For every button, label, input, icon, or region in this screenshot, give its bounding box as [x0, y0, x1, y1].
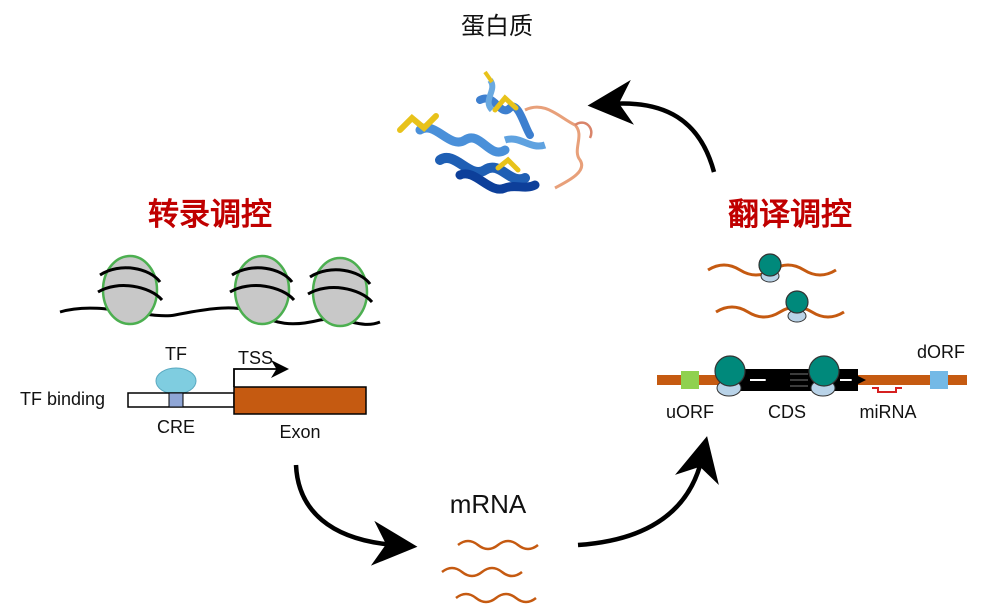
tss-label: TSS	[238, 348, 273, 368]
dorf-box	[930, 371, 948, 389]
translating-mrnas	[707, 253, 845, 323]
mrna-features: dORF uORF CDS miRNA	[657, 342, 967, 422]
tf-label: TF	[165, 344, 187, 364]
gene-structure: TF TSS TF binding CRE Exon	[20, 344, 367, 442]
tf-binding-label: TF binding	[20, 389, 105, 409]
uorf-box	[681, 371, 699, 389]
nucleosome	[97, 254, 164, 326]
exon-box	[233, 386, 367, 415]
dorf-label: dORF	[917, 342, 965, 362]
exon-label: Exon	[279, 422, 320, 442]
cds-label: CDS	[768, 402, 806, 422]
arrow-translation-to-protein	[587, 79, 717, 173]
arrow-transcription-to-mrna	[293, 464, 418, 566]
arrow-mrna-to-translation	[577, 436, 719, 548]
uorf-label: uORF	[666, 402, 714, 422]
transcription-regulation-title: 转录调控	[148, 197, 272, 233]
protein-label: 蛋白质	[461, 12, 533, 40]
ribosome	[714, 355, 746, 397]
cre-label: CRE	[157, 417, 195, 437]
ribosome	[808, 355, 840, 397]
translation-regulation-title: 翻译调控	[728, 197, 852, 233]
protein-structure-image	[397, 70, 593, 194]
mirna-label: miRNA	[860, 402, 917, 422]
tf-protein	[155, 367, 197, 395]
mrna-strands	[441, 539, 539, 604]
tss-arrow	[233, 360, 289, 387]
cre-box	[168, 392, 184, 408]
nucleosome	[307, 256, 374, 328]
nucleosome	[229, 254, 296, 326]
mrna-label: mRNA	[450, 489, 527, 519]
chromatin-nucleosomes	[59, 254, 381, 328]
mirna-strand	[872, 387, 902, 393]
